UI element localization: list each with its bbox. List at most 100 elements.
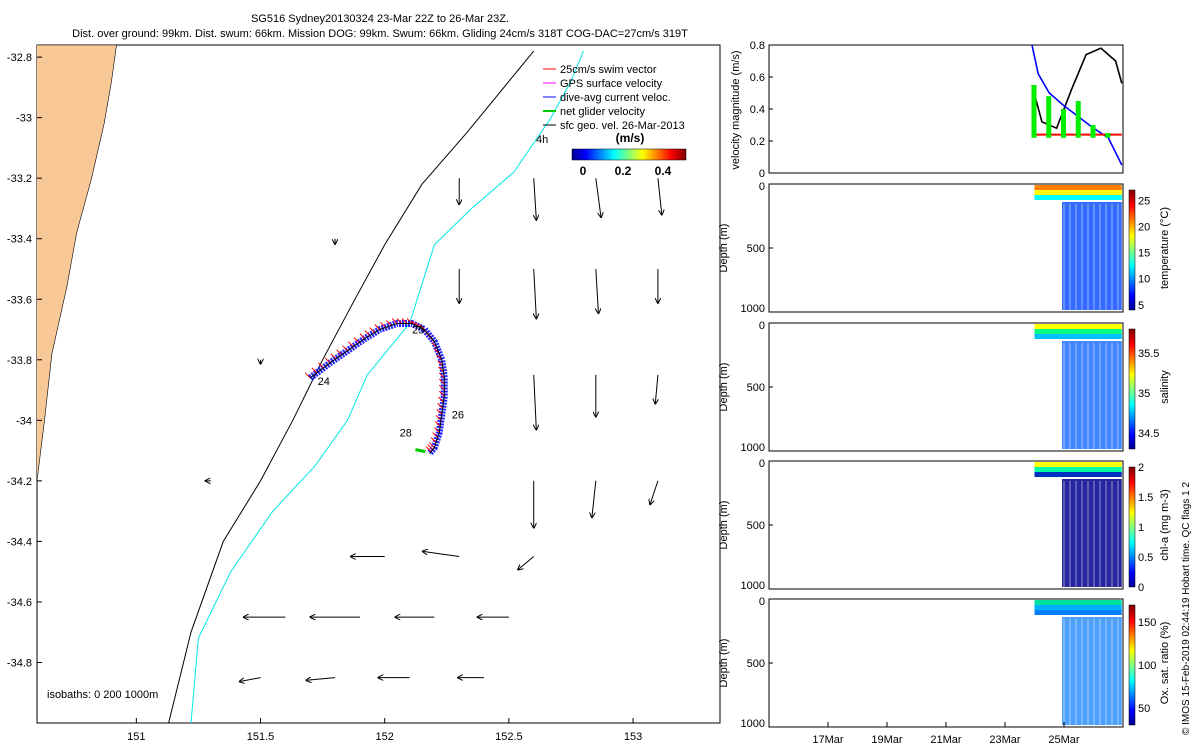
net-velocity-bar [1075, 101, 1081, 138]
swim-vector [353, 337, 360, 343]
section-panel-2: 0 500 1000 Depth (m) 2 1.5 1 0.5 0 chl-a (mg m-3) [718, 458, 1171, 594]
swim-vector [438, 378, 445, 385]
colorbar-tick-label: 20 [1138, 222, 1150, 234]
velocity-vector [306, 678, 336, 681]
time-tick-label: 19Mar [871, 734, 903, 746]
map-x-tick-label: 153 [624, 731, 642, 743]
velocity-vector [423, 551, 460, 558]
day-label: 28 [400, 427, 412, 439]
colorbar-label: chl-a (mg m-3) [1159, 489, 1171, 561]
map-x-tick-label: 152.5 [495, 731, 523, 743]
surface-band [1034, 334, 1122, 339]
section-colorbar [1128, 466, 1136, 588]
net-velocity-bar [1046, 96, 1052, 138]
section-colorbar [1128, 328, 1136, 450]
net-velocity-bar [1031, 85, 1037, 138]
depth-tick-label: 0 [759, 458, 765, 470]
deep-profile-block [1062, 617, 1122, 725]
swim-vector [324, 357, 331, 364]
depth-ylabel: Depth (m) [718, 224, 730, 273]
swim-vector [311, 367, 318, 374]
velocity-y-ticks: 0 0.2 0.4 0.6 0.8 [750, 40, 773, 180]
deep-profile-block [1062, 341, 1122, 449]
surface-band [1034, 605, 1122, 610]
swim-vector [427, 444, 434, 450]
day-label: 26 [452, 409, 464, 421]
velocity-vector [595, 178, 601, 217]
surface-velocity-vectors [206, 178, 662, 681]
swim-vector [434, 421, 441, 427]
swim-vector [401, 318, 408, 324]
colorbar-tick-label: 10 [1138, 274, 1150, 286]
legend-entry-geo: sfc geo. vel. 26-Mar-2013 [560, 120, 685, 132]
swim-vector [330, 353, 337, 360]
swim-vector [318, 362, 324, 369]
legend-entry-swim: 25cm/s swim vector [560, 64, 657, 76]
swim-vector [429, 442, 435, 448]
map-y-tick-label: -33.6 [7, 294, 32, 306]
swim-vector [396, 318, 403, 324]
swim-vector [385, 320, 392, 326]
colorbar-tick-label: 0.5 [1138, 552, 1153, 564]
day-label: 25 [412, 325, 424, 337]
net-velocity-bar [1061, 109, 1066, 138]
track-line [309, 323, 445, 454]
swim-vector [374, 324, 381, 330]
swim-vector [438, 372, 445, 379]
surface-band [1034, 190, 1122, 195]
map-x-tick-label: 152 [376, 731, 394, 743]
map-y-tick-label: -33.2 [7, 173, 32, 185]
depth-ylabel: Depth (m) [718, 501, 730, 550]
swim-vector [369, 327, 376, 333]
section-panel-3: 0 500 1000 Depth (m) 150 100 50 Ox. sat. ratio … [718, 596, 1171, 730]
depth-tick-label: 0 [759, 596, 765, 608]
swim-vector [391, 318, 398, 324]
swim-vector [433, 427, 440, 433]
swim-vector [380, 322, 386, 328]
velocity-tick-label: 0.8 [750, 40, 765, 52]
map-y-tick-label: -34 [16, 415, 32, 427]
swim-vector [347, 341, 354, 348]
colorbar-label: Ox. sat. ratio (%) [1159, 622, 1171, 705]
colorbar-tick-label: 35 [1138, 388, 1150, 400]
imos-credit: © IMOS 15-Feb-2019 02:44:19 Hobart time.… [1181, 481, 1192, 735]
map-y-tick-label: -34.2 [7, 476, 32, 488]
velocity-tick-label: 0.4 [750, 104, 765, 116]
velocity-series-line [1031, 47, 1123, 130]
swim-vector [435, 414, 442, 421]
time-tick-label: 17Mar [812, 734, 844, 746]
map-frame [36, 44, 721, 724]
colorbar-tick-label: 25 [1138, 195, 1150, 207]
swim-vector [437, 360, 444, 367]
surface-band [1034, 324, 1122, 329]
colorbar-tick-label: 5 [1138, 300, 1144, 312]
depth-tick-label: 500 [747, 658, 765, 670]
depth-tick-label: 1000 [741, 580, 765, 592]
legend-entry-gps: GPS surface velocity [560, 78, 663, 90]
swim-vector [438, 390, 445, 397]
day-label: 24 [318, 376, 330, 388]
depth-ylabel: Depth (m) [718, 639, 730, 688]
depth-tick-label: 1000 [741, 718, 765, 730]
swim-vector [430, 437, 437, 443]
swim-vector [432, 432, 439, 438]
colorbar-tick-label: 1 [1138, 522, 1144, 534]
velocity-frame [768, 44, 1124, 174]
surface-band [1034, 195, 1122, 200]
surface-band [1034, 467, 1122, 472]
surface-band [1034, 472, 1122, 477]
colorbar-tick-label: 1.5 [1138, 492, 1153, 504]
deep-profile-block [1062, 479, 1122, 587]
velocity-tick-label: 0.2 [750, 136, 765, 148]
surface-band [1034, 185, 1122, 190]
land-area [37, 45, 117, 562]
map-y-tick-label: -33.8 [7, 355, 32, 367]
velocity-vector [657, 178, 662, 214]
map-x-tick-label: 151 [127, 731, 145, 743]
velocity-panel: 0 0.2 0.4 0.6 0.8 velocity magnitude (m/s) [730, 40, 1124, 180]
deep-profile-block [1062, 202, 1122, 310]
surface-band [1034, 462, 1122, 467]
map-y-tick-label: -34.6 [7, 597, 32, 609]
